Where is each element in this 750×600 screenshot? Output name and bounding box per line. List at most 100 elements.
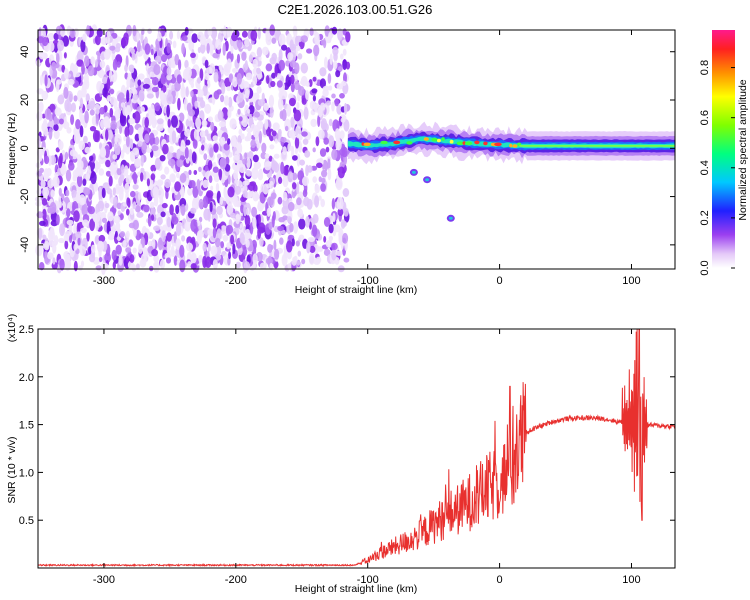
spectrogram-noise-cell [333,224,341,233]
spectrogram-noise-cell [242,180,250,186]
spectrogram-noise-cell [209,201,213,213]
spectrogram-noise-cell [79,125,84,138]
spectrogram-noise-cell [343,257,350,263]
spectrogram-noise-cell [248,54,253,63]
spectrogram-noise-cell [36,36,45,44]
spectrogram-noise-cell [256,86,262,94]
spectrogram-noise-cell [184,66,192,79]
spectrogram-noise-cell [288,129,296,139]
spectrogram-noise-cell [97,200,105,209]
spectrogram-noise-cell [218,121,226,128]
spectrogram-noise-cell [191,33,198,43]
spectrogram-noise-cell [335,70,341,78]
spectrogram-peak-cell [494,142,502,147]
spectrogram-noise-cell [266,207,271,217]
spectrogram-noise-cell [220,241,225,249]
spectrogram-noise-cell [277,196,283,205]
spectrogram-noise-cell [274,138,278,144]
spectrogram-noise-cell [339,93,345,99]
spectrogram-noise-cell [281,229,286,235]
spectrogram-noise-cell [296,197,302,206]
spectrogram-noise-cell [52,176,60,188]
snr-y-tick-label: 0.5 [19,515,34,527]
spectrogram-noise-cell [150,214,155,221]
spectrogram-noise-cell [61,64,66,73]
spectrogram-noise-cell [119,186,124,195]
spectrogram-noise-cell [161,202,168,209]
spectrogram-noise-cell [240,196,247,202]
spectrogram-noise-cell [103,49,111,60]
spectrogram-noise-cell [294,80,300,91]
spectrogram-noise-cell [247,181,256,191]
spectrogram-noise-cell [212,52,220,59]
spectrogram-noise-cell [303,106,309,120]
spectrogram-noise-cell [76,174,83,187]
spectrogram-noise-cell [116,202,122,210]
spectrogram-noise-cell [337,66,343,72]
spectrogram-noise-cell [218,168,222,181]
spectrogram-noise-cell [48,127,53,140]
spectrogram-noise-cell [120,149,125,159]
spectrogram-noise-cell [304,150,311,158]
spectrogram-noise-cell [60,29,66,37]
spectrogram-noise-cell [199,100,206,109]
spectrogram-noise-cell [177,97,181,111]
spectrogram-noise-cell [233,154,240,164]
colorbar-tick-label: 0.2 [699,210,711,225]
spectrogram-noise-cell [339,130,345,140]
spectrogram-noise-cell [207,243,211,252]
spectrogram-noise-cell [187,187,193,196]
spectrogram-noise-cell [63,52,67,59]
spectrogram-noise-cell [334,98,340,107]
spectrogram-noise-cell [190,219,198,232]
spectrogram-noise-cell [242,246,248,257]
spectrogram-noise-cell [196,179,201,190]
spectrogram-noise-cell [108,175,113,187]
spectrogram-noise-cell [77,237,81,246]
spectrogram-noise-cell [58,237,65,244]
spectrogram-noise-cell [109,107,114,118]
spectrogram-noise-cell [114,46,121,53]
spectrogram-noise-cell [166,232,173,242]
spectrogram-noise-cell [198,166,202,172]
spectrogram-noise-cell [248,115,254,128]
spectrogram-noise-cell [48,240,55,247]
spectrogram-noise-cell [76,154,82,161]
spectrogram-noise-cell [221,82,226,95]
spectrogram-noise-cell [316,162,323,169]
spectrogram-noise-cell [324,56,328,69]
spectrogram-noise-cell [277,225,284,232]
spectrogram-noise-cell [129,254,135,263]
spectrogram-noise-cell [53,115,58,125]
spectrogram-noise-cell [118,255,123,266]
spectrogram-noise-cell [44,108,52,120]
spectrogram-noise-cell [279,237,284,245]
spectrogram-noise-cell [130,67,135,74]
spectrogram-noise-cell [52,257,56,265]
spectrogram-noise-cell [172,40,177,49]
spectrogram-noise-cell [147,28,152,34]
spectrogram-noise-cell [203,153,208,161]
spectrogram-noise-cell [337,166,345,179]
spectrogram-noise-cell [95,265,102,271]
spectrogram-noise-cell [131,264,137,272]
spectrogram-noise-cell [175,223,182,237]
spectrogram-noise-cell [90,171,97,185]
spectrogram-noise-cell [119,114,127,127]
spectrogram-noise-cell [190,252,197,264]
spectrogram-noise-cell [106,188,113,195]
spectrogram-noise-cell [307,236,316,242]
spectrogram-noise-cell [140,154,144,167]
snr-x-tick-label: 100 [622,574,640,586]
spectrogram-peak-cell [441,137,445,141]
spectrogram-noise-cell [75,192,81,204]
spectrogram-noise-cell [39,74,43,86]
spectrogram-noise-cell [343,72,347,84]
spectrogram-noise-cell [280,161,285,175]
spectrogram-noise-cell [340,219,346,229]
spectrogram-noise-cell [268,221,273,230]
spectrogram-noise-cell [252,58,259,69]
spectrogram-noise-cell [296,45,301,51]
spectrogram-noise-cell [244,88,250,99]
spectrogram-noise-cell [187,261,192,268]
